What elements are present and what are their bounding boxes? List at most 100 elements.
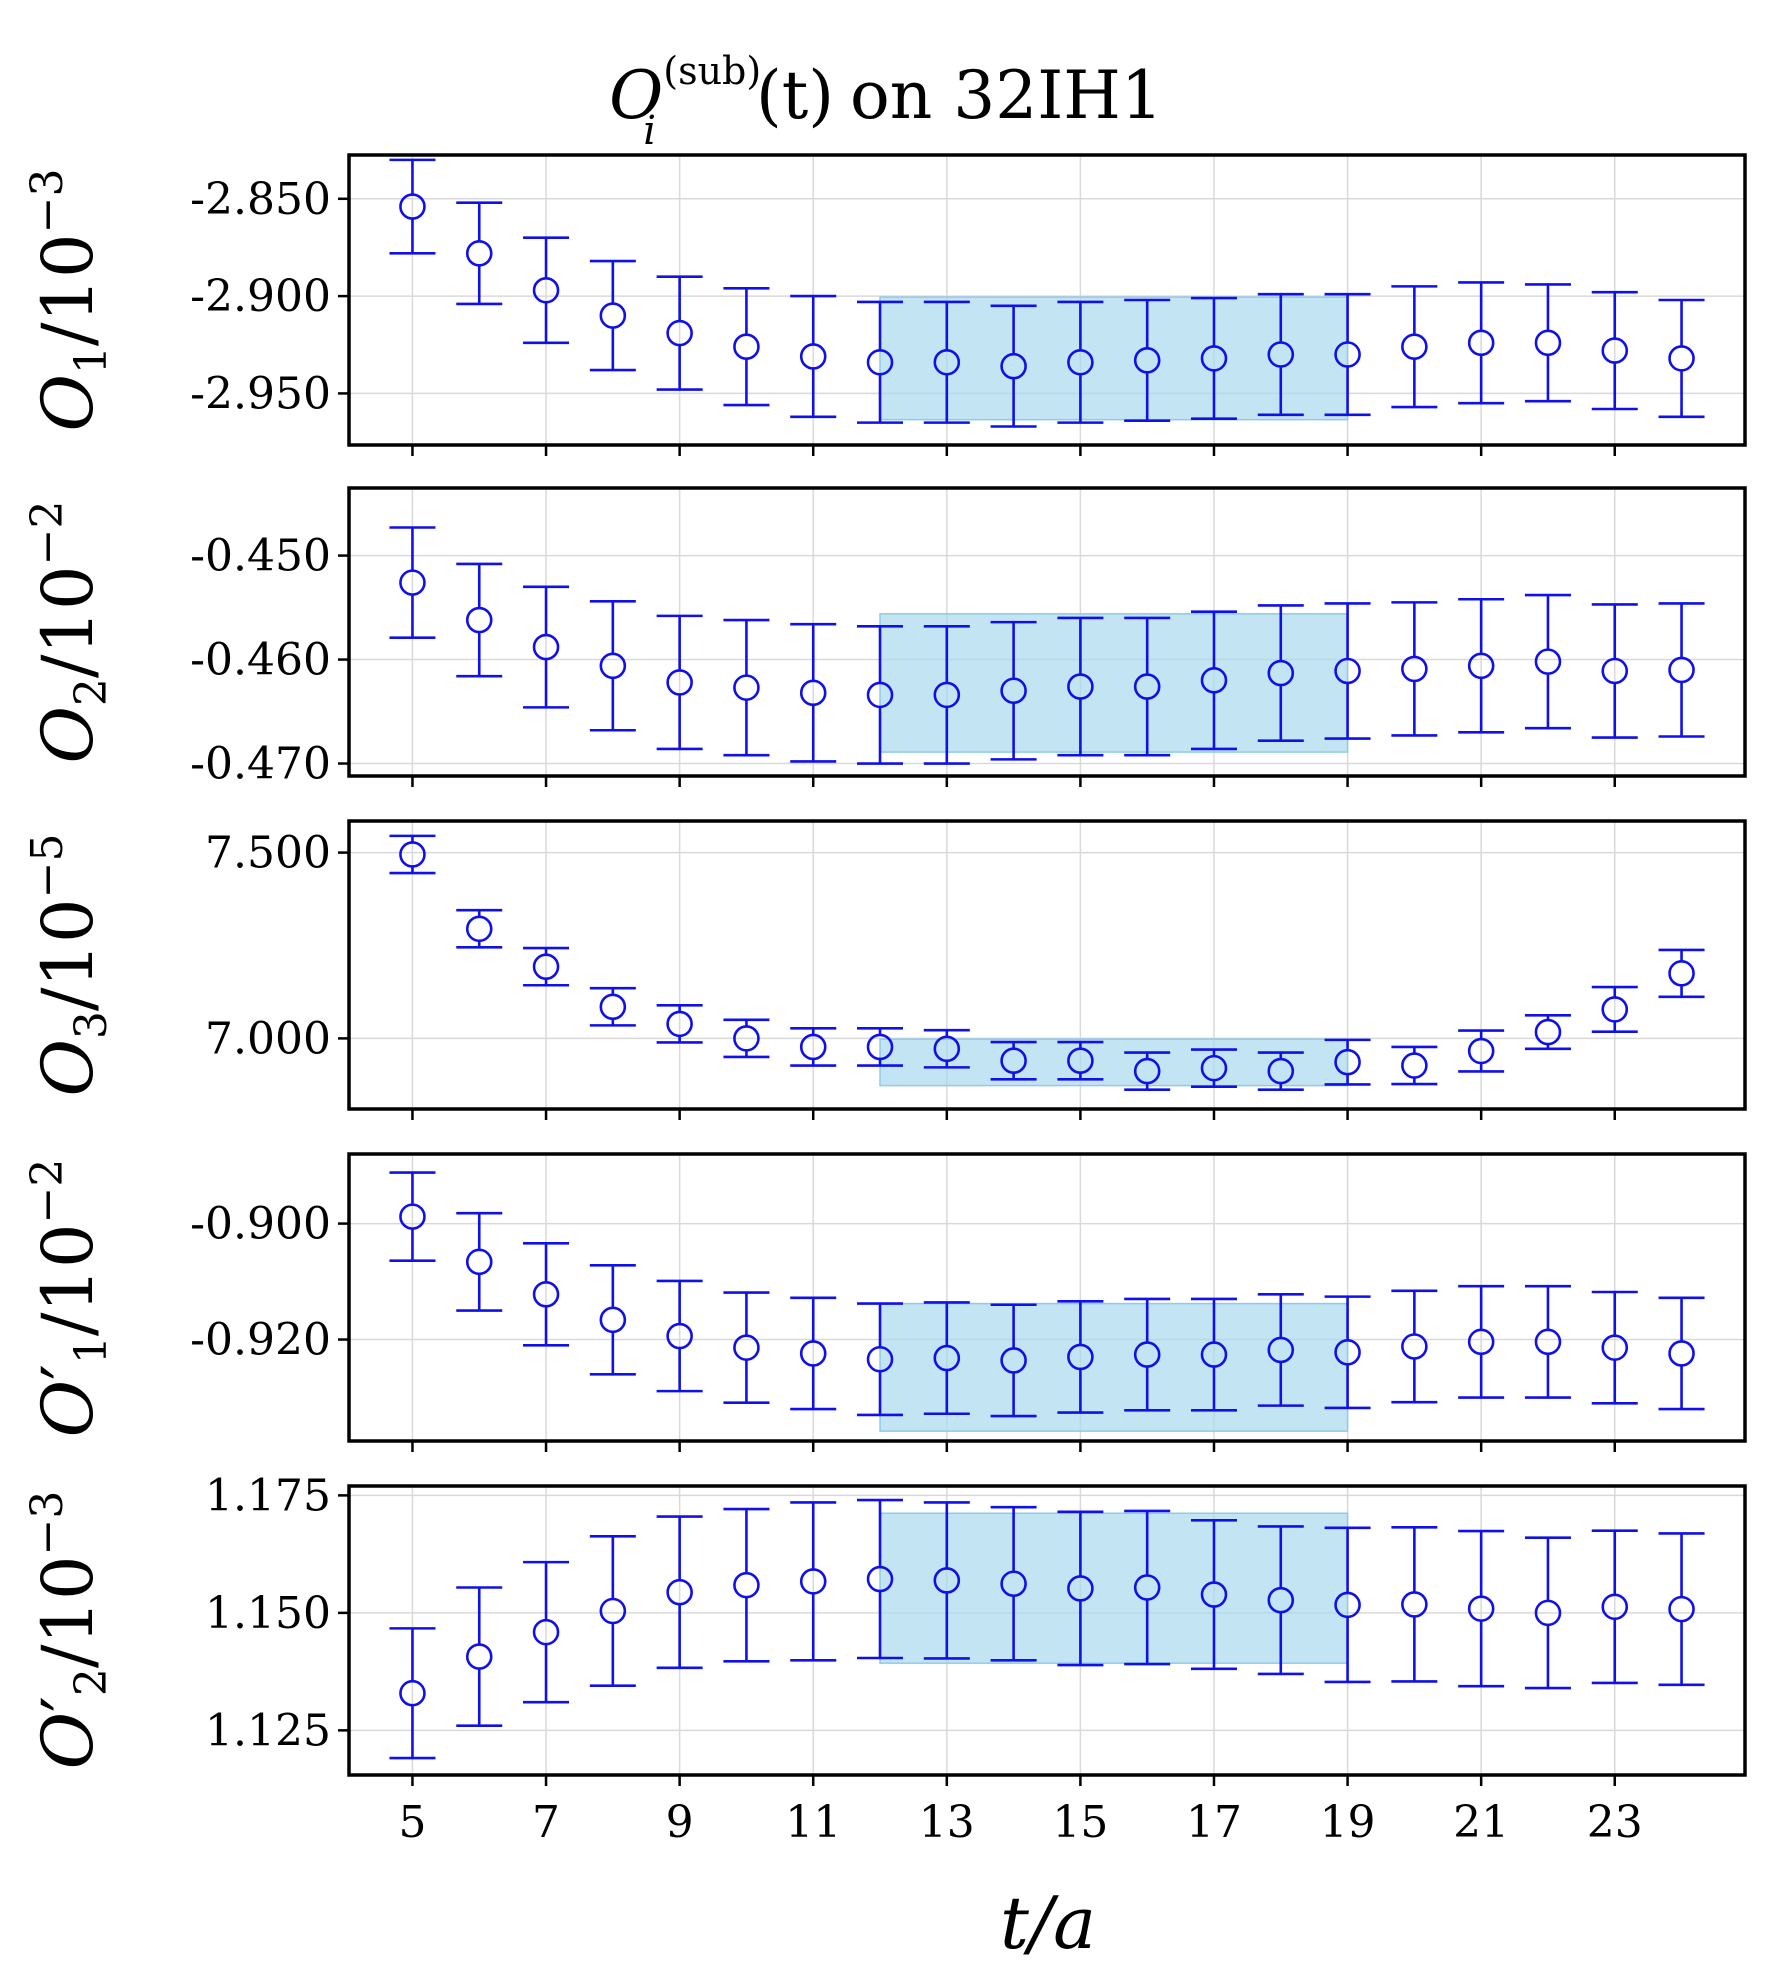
y-tick-label: -2.850 [190, 174, 331, 225]
data-marker [1000, 1347, 1027, 1374]
data-marker [1668, 960, 1695, 987]
data-point [1124, 616, 1171, 757]
data-marker [599, 302, 627, 329]
x-tick-label: 17 [1186, 1797, 1242, 1848]
data-marker [1668, 1340, 1695, 1367]
data-marker [1067, 348, 1094, 376]
data-marker [1401, 1052, 1428, 1079]
y-label-symbol: O [27, 1380, 109, 1437]
y-axis-label: O′1/10−2 [22, 1159, 117, 1438]
data-point [1458, 1529, 1505, 1688]
y-tick-label: 7.000 [205, 1013, 331, 1064]
title-suffix: on 32IH1 [850, 57, 1163, 134]
data-point [923, 1028, 970, 1069]
data-point [790, 294, 837, 419]
data-marker [1467, 1328, 1495, 1356]
y-label-prime: ′ [27, 1696, 109, 1712]
data-marker [1467, 329, 1495, 357]
data-marker [1067, 1047, 1094, 1074]
data-marker [799, 343, 827, 370]
panel-frame [347, 819, 1747, 1111]
y-tick-label: 1.175 [205, 1470, 331, 1521]
data-point [1190, 610, 1237, 751]
data-marker [1000, 677, 1027, 705]
data-marker [933, 1344, 961, 1372]
y-label-subscript: 2 [66, 1668, 117, 1696]
data-point [1124, 1297, 1171, 1412]
data-marker [1000, 352, 1027, 380]
data-marker [465, 239, 493, 267]
y-tick-label: -0.470 [190, 739, 331, 790]
data-marker [532, 1281, 560, 1308]
data-point [1524, 283, 1571, 403]
panels: -2.850-2.900-2.950O1/10−3-0.450-0.460-0.… [22, 153, 1747, 1786]
y-tick-label: -0.460 [190, 635, 331, 686]
title-symbol: O [609, 57, 663, 134]
fit-band [879, 1302, 1349, 1432]
data-point [990, 1303, 1037, 1418]
data-point [1524, 1284, 1571, 1399]
data-marker [599, 993, 627, 1021]
data-point [589, 1264, 636, 1376]
panel-5: 1.175 1.150 1.125 O′2/10−3 [22, 1470, 1747, 1786]
data-point [790, 622, 837, 763]
data-point [656, 1004, 703, 1044]
data-point [1124, 298, 1171, 422]
data-point [1458, 1029, 1505, 1073]
data-point [456, 1211, 503, 1312]
data-marker [733, 1334, 760, 1361]
data-marker [1067, 1575, 1094, 1602]
data-marker [465, 1248, 493, 1276]
data-marker [666, 319, 693, 347]
y-label-symbol: O [27, 1712, 109, 1769]
data-marker [1467, 652, 1495, 680]
y-label-symbol: O [27, 374, 109, 431]
data-marker [1267, 659, 1295, 687]
y-label-exponent: −3 [22, 1491, 73, 1556]
panel-2: -0.450 -0.460 -0.470 O2/10−2 [22, 486, 1747, 790]
y-label-subscript: 3 [66, 1011, 117, 1039]
panel-frame [347, 153, 1747, 447]
x-axis: 5 7 9 11 13 15 17 19 21 23 [398, 1797, 1642, 1848]
data-marker [399, 1679, 426, 1707]
fit-band [879, 1038, 1349, 1087]
data-marker [1267, 341, 1295, 368]
data-marker [1133, 1574, 1161, 1601]
data-point [1257, 1293, 1304, 1407]
data-marker [733, 1025, 760, 1052]
data-marker [1534, 329, 1562, 357]
data-point [1658, 948, 1705, 999]
data-point [1257, 292, 1304, 417]
data-marker [1200, 667, 1228, 694]
data-point [1591, 603, 1638, 739]
data-point [1524, 1536, 1571, 1690]
panel-3: 7.500 7.000 O3/10−5 [22, 819, 1747, 1120]
y-tick-label: 7.500 [205, 828, 331, 879]
y-label-subscript: 1 [66, 1336, 117, 1364]
y-label-unit: /10 [27, 898, 109, 1011]
data-marker [933, 1567, 961, 1594]
y-label-exponent: −3 [22, 169, 73, 234]
chart-title: O(sub) i (t) on 32IH1 [609, 49, 1163, 154]
y-label-symbol: O [27, 706, 109, 763]
data-point [1591, 1290, 1638, 1405]
data-point [1524, 1014, 1571, 1051]
data-point [1391, 1526, 1438, 1683]
data-point [1658, 1296, 1705, 1411]
data-marker [1534, 648, 1562, 675]
y-tick-label: -2.900 [190, 271, 331, 322]
data-marker [1133, 673, 1161, 700]
data-point [389, 1627, 436, 1760]
y-label-unit: /10 [27, 565, 109, 678]
data-marker [1601, 337, 1629, 364]
data-point [990, 620, 1037, 761]
data-point [389, 834, 436, 875]
data-marker [1668, 1595, 1695, 1623]
y-label-unit: /10 [27, 1223, 109, 1336]
data-marker [666, 1578, 693, 1606]
data-marker [399, 569, 426, 596]
data-point [523, 1560, 570, 1704]
data-marker [1601, 1593, 1629, 1621]
data-point [923, 1301, 970, 1416]
data-point [1658, 1532, 1705, 1687]
